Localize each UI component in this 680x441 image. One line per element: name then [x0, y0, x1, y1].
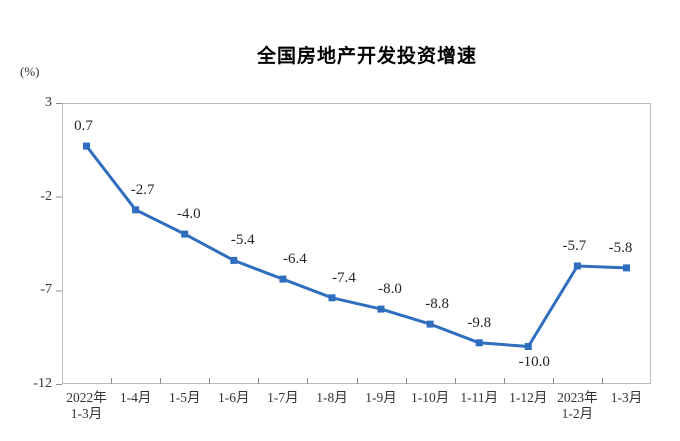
x-axis-tick-label: 1-8月 [316, 390, 348, 405]
data-point-marker [132, 206, 140, 214]
x-axis-tick-label: 1-10月 [411, 390, 450, 405]
data-point-label: -9.8 [467, 314, 492, 331]
x-axis-tick-label: 2023年 1-2月 [557, 390, 598, 421]
data-point-marker [475, 339, 483, 347]
data-point-marker [328, 294, 336, 302]
data-point-label: -8.8 [425, 296, 449, 313]
data-point-marker [573, 262, 581, 270]
data-point-label: -5.4 [230, 232, 255, 249]
y-axis-tick-label: 3 [45, 95, 52, 110]
chart-title: 全国房地产开发投资增速 [256, 46, 477, 67]
data-point-label: -10.0 [518, 353, 550, 370]
x-axis-tick-label: 1-6月 [218, 390, 250, 405]
series-line [85, 144, 628, 348]
data-point-label: -5.7 [562, 237, 587, 254]
data-point-label: -4.0 [176, 206, 201, 223]
data-point-marker [83, 142, 90, 150]
data-point-marker [623, 264, 630, 272]
x-axis-tick-label: 1-11月 [460, 390, 499, 405]
x-axis-tick-label: 1-7月 [267, 390, 299, 405]
data-point-marker [181, 230, 189, 238]
x-axis-tick-label: 2022年 1-3月 [66, 390, 107, 421]
data-point-marker [230, 256, 238, 264]
data-point-marker [279, 275, 287, 283]
x-axis-tick-label: 1-4月 [119, 390, 152, 405]
data-point-marker [426, 320, 434, 328]
x-axis-tick-label: 1-12月 [509, 390, 548, 405]
y-axis-tick-label: -2 [40, 188, 52, 204]
data-point-label: -6.4 [283, 251, 307, 268]
x-axis-tick-label: 1-9月 [365, 390, 397, 405]
data-point-marker [524, 343, 532, 350]
data-point-label: -7.4 [332, 269, 356, 286]
x-axis-tick-label: 1-3月 [610, 390, 643, 405]
y-axis-tick-label: -7 [40, 282, 52, 298]
data-point-label: -5.8 [608, 239, 633, 256]
data-point-label: -2.7 [130, 181, 155, 198]
data-point-marker [377, 305, 385, 313]
plot-border [62, 103, 651, 384]
y-axis-unit-label: (%) [20, 64, 40, 79]
y-axis-tick-label: -12 [33, 376, 52, 391]
data-point-label: 0.7 [74, 118, 93, 135]
x-axis-tick-label: 1-5月 [168, 390, 201, 405]
data-point-label: -8.0 [378, 281, 402, 298]
